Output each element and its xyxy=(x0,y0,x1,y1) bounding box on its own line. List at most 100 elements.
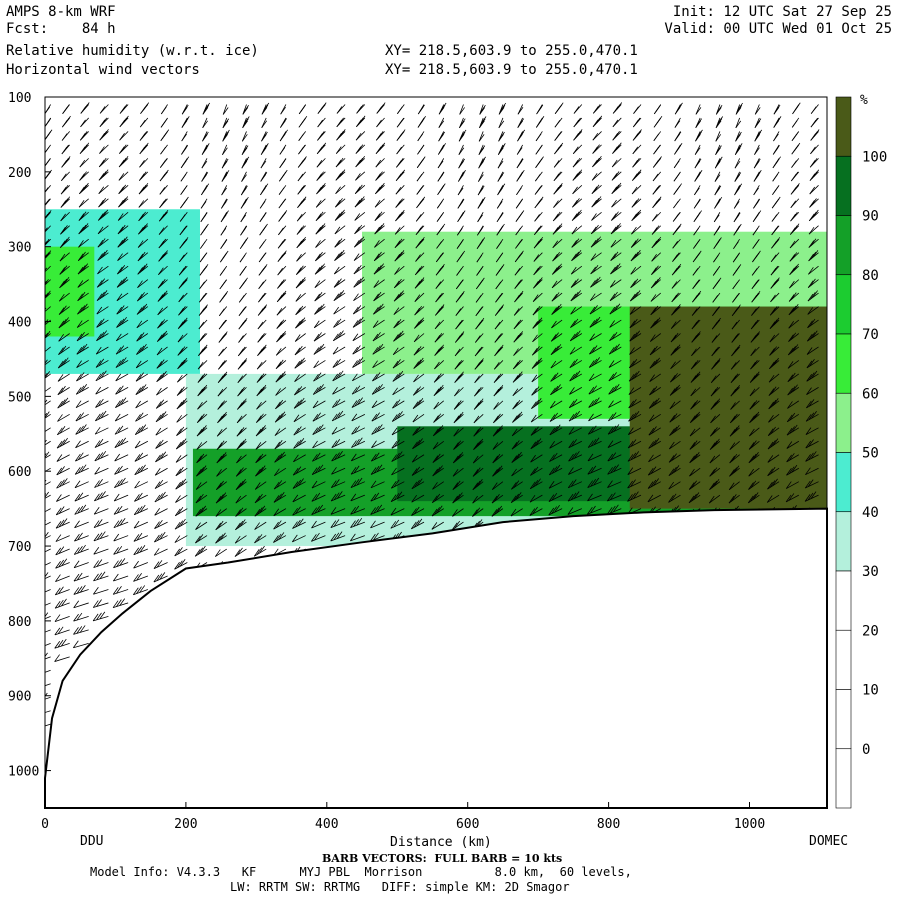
wind-barb xyxy=(293,454,306,463)
wind-barb xyxy=(95,386,109,395)
wind-barb xyxy=(787,372,800,383)
wind-barb xyxy=(273,532,287,543)
wind-barb xyxy=(313,372,326,382)
wind-barb xyxy=(297,156,307,168)
wind-barb xyxy=(453,400,464,410)
wind-barb xyxy=(57,413,70,422)
wind-barb xyxy=(260,143,269,155)
wind-barb xyxy=(273,491,287,503)
wind-barb xyxy=(280,117,287,128)
wind-barb xyxy=(472,467,484,477)
wind-barb xyxy=(133,572,148,582)
wind-barb xyxy=(709,454,721,464)
wind-barb xyxy=(292,518,306,529)
wind-barb xyxy=(75,452,89,462)
wind-barb xyxy=(394,238,405,249)
wind-barb xyxy=(255,453,267,464)
rh-region-7 xyxy=(629,306,827,509)
wind-barb xyxy=(218,346,228,357)
wind-barb xyxy=(495,264,505,276)
wind-barb xyxy=(632,129,642,141)
wind-barb xyxy=(415,225,425,235)
wind-barb xyxy=(181,144,189,155)
colorbar-swatch xyxy=(835,452,852,513)
wind-barb xyxy=(688,492,701,504)
wind-barb xyxy=(515,210,525,222)
wind-barb xyxy=(650,305,661,316)
wind-barb xyxy=(453,440,464,450)
wind-barb xyxy=(59,265,70,275)
colorbar-label: 70 xyxy=(862,327,879,343)
wind-barb xyxy=(350,477,366,488)
wind-barb xyxy=(296,211,306,222)
wind-barb xyxy=(335,185,346,195)
wind-barb xyxy=(607,452,622,462)
wind-barb xyxy=(567,507,582,515)
wind-barb xyxy=(415,236,425,249)
wind-barb xyxy=(674,117,681,128)
wind-barb xyxy=(295,292,306,302)
wind-barb xyxy=(294,373,306,382)
wind-barb xyxy=(260,183,269,196)
wind-barb xyxy=(54,626,70,636)
wind-barb xyxy=(530,414,543,423)
wind-barb xyxy=(314,263,326,275)
wind-barb xyxy=(257,333,267,343)
wind-barb xyxy=(138,211,149,222)
wind-barb xyxy=(435,292,445,303)
wind-barb xyxy=(732,264,742,276)
wind-barb xyxy=(77,303,89,315)
wind-barb xyxy=(73,600,89,609)
wind-barb xyxy=(530,438,543,450)
wind-barb xyxy=(551,279,563,289)
wind-barb xyxy=(410,518,425,530)
wind-barb xyxy=(45,508,51,513)
wind-barb xyxy=(612,102,623,114)
x-tick-label: 600 xyxy=(456,817,479,832)
wind-barb xyxy=(452,508,464,517)
wind-barb xyxy=(99,104,109,114)
wind-barb xyxy=(98,157,109,168)
wind-barb xyxy=(315,198,326,208)
wind-barb xyxy=(138,198,149,208)
wind-barb xyxy=(195,481,208,490)
wind-barb xyxy=(669,384,681,396)
wind-barb xyxy=(630,250,642,262)
wind-barb xyxy=(201,143,210,155)
wind-barb xyxy=(770,292,780,303)
wind-barb xyxy=(438,131,446,142)
wind-barb xyxy=(254,481,267,490)
wind-barb xyxy=(608,383,622,395)
wind-barb xyxy=(690,359,701,370)
wind-barb xyxy=(45,560,51,566)
wind-barb xyxy=(496,212,504,223)
wind-barb xyxy=(413,357,425,369)
wind-barb xyxy=(60,184,70,195)
wind-barb xyxy=(257,344,267,356)
wind-barb xyxy=(767,466,780,477)
wind-barb xyxy=(767,426,780,436)
wind-barb xyxy=(177,346,188,356)
wind-barb xyxy=(648,454,661,463)
wind-barb xyxy=(529,494,543,503)
wind-barb xyxy=(394,265,405,275)
wind-barb xyxy=(54,586,70,596)
wind-barb xyxy=(653,144,662,155)
wind-barb xyxy=(612,142,622,154)
wind-barb xyxy=(331,427,346,435)
x-tick-label: 200 xyxy=(174,817,197,832)
wind-barb xyxy=(572,157,583,168)
wind-barb xyxy=(748,440,760,450)
colorbar-swatch xyxy=(835,333,852,394)
wind-barb xyxy=(370,520,385,529)
wind-barb xyxy=(355,171,366,181)
wind-barb xyxy=(568,439,583,449)
wind-barb xyxy=(373,303,385,315)
wind-barb xyxy=(668,440,681,450)
wind-barb xyxy=(454,346,464,357)
wind-barb xyxy=(691,346,701,357)
wind-barb xyxy=(392,359,405,369)
x-tick-label: 1000 xyxy=(734,817,765,832)
wind-barb xyxy=(330,507,346,515)
wind-barb xyxy=(119,144,129,154)
